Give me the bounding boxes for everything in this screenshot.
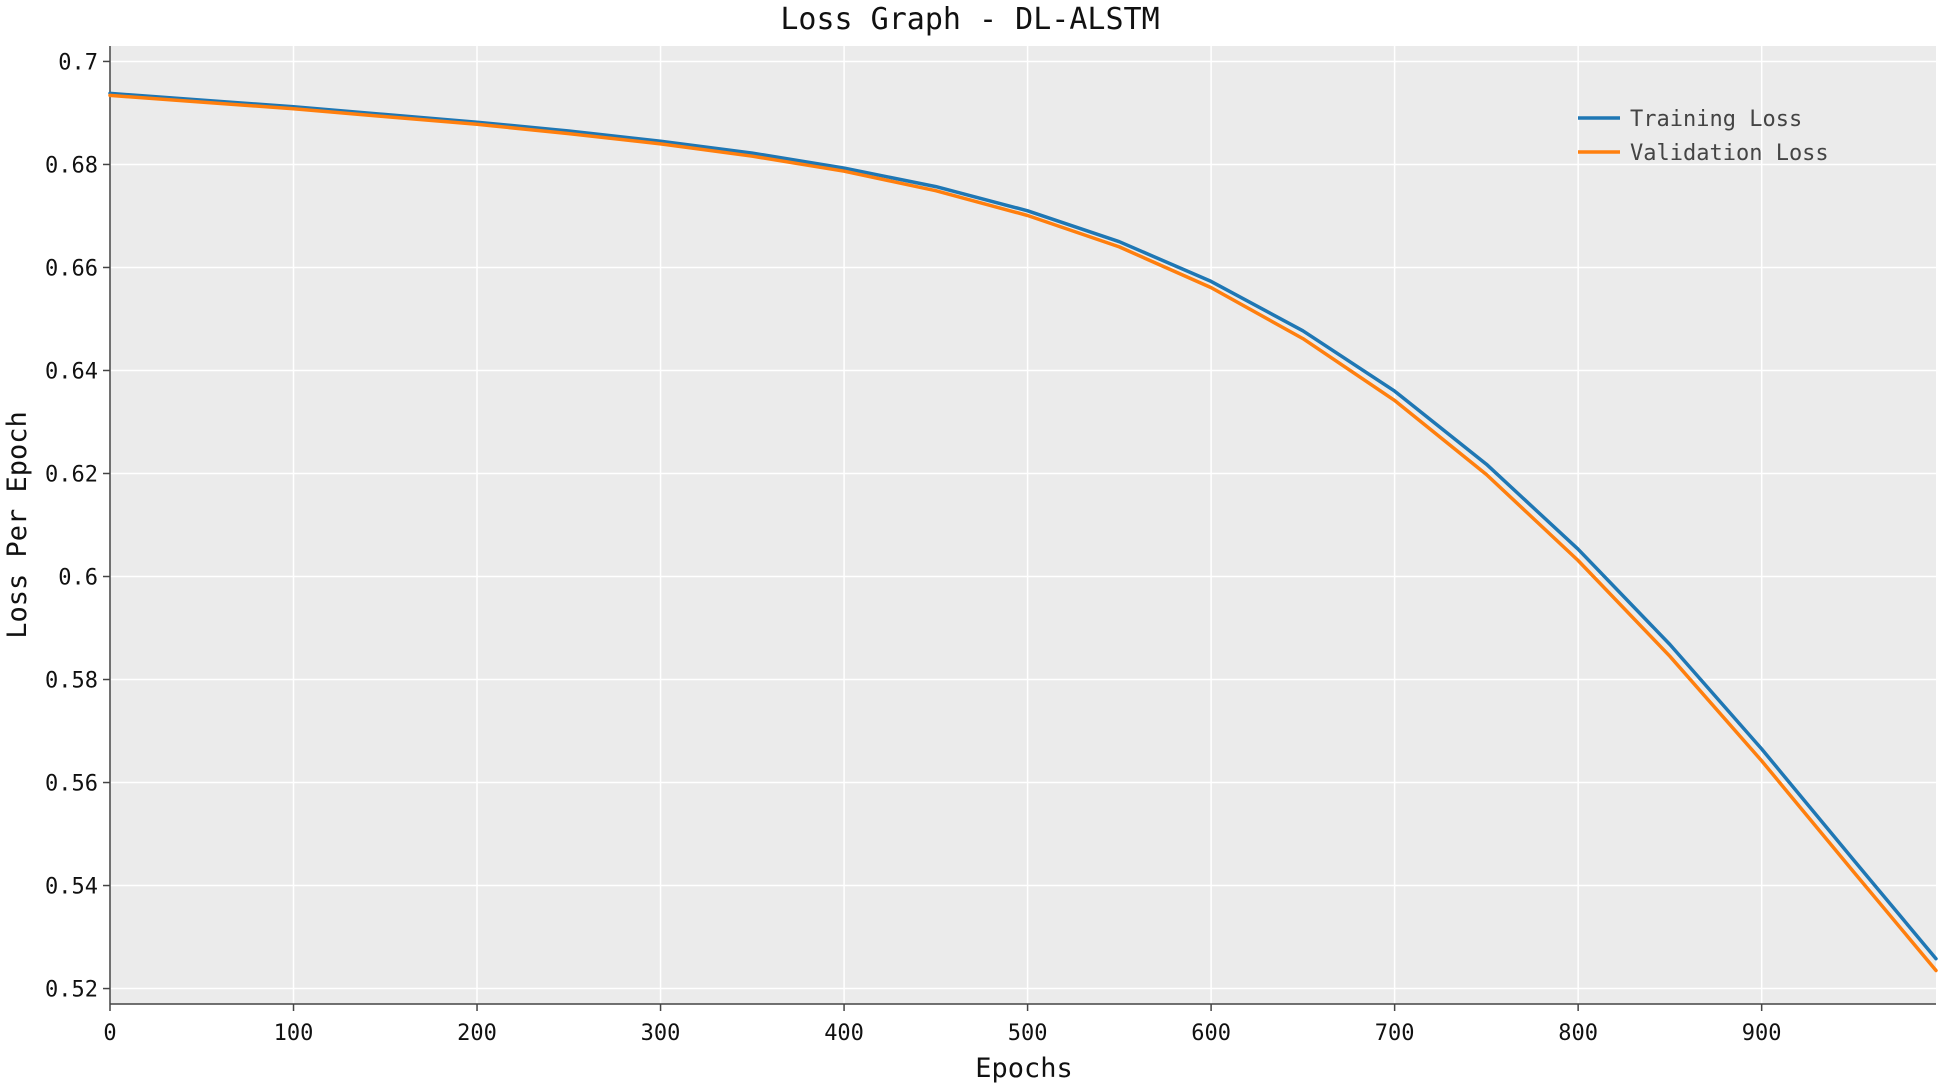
grid-lines [109,46,1936,1004]
ticks: 0 100 200 300 400 500 600 700 800 900 0.52 0.54 0.56… [45,50,1782,1046]
x-tick-label: 600 [1191,1021,1231,1046]
plot-background [110,46,1936,1004]
y-tick-label: 0.62 [45,462,98,487]
y-tick-label: 0.68 [45,153,98,178]
series-line-training-loss [108,91,1938,961]
y-tick-label: 0.52 [45,978,98,1003]
x-tick-label: 900 [1742,1021,1782,1046]
y-tick-label: 0.66 [45,256,98,281]
x-tick-label: 200 [457,1021,497,1046]
y-axis-label: Loss Per Epoch [2,411,33,639]
series-line-validation-loss [108,93,1938,973]
axes [109,46,1936,1005]
legend-label-validation-loss: Validation Loss [1630,141,1829,166]
legend-label-training-loss: Training Loss [1630,107,1802,132]
y-tick-label: 0.64 [45,359,98,384]
x-tick-label: 400 [824,1021,864,1046]
y-tick-label: 0.7 [58,50,98,75]
y-tick-label: 0.54 [45,875,98,900]
chart-title: Loss Graph - DL-ALSTM [780,2,1159,37]
legend: Training Loss Validation Loss [1578,107,1829,166]
y-tick-label: 0.6 [58,566,98,591]
x-tick-label: 300 [641,1021,681,1046]
x-tick-label: 500 [1008,1021,1048,1046]
x-axis-label: Epochs [975,1053,1073,1084]
x-tick-label: 800 [1558,1021,1598,1046]
x-tick-label: 0 [103,1021,116,1046]
x-tick-label: 100 [274,1021,314,1046]
series-lines [108,91,1938,973]
y-tick-label: 0.56 [45,772,98,797]
x-tick-label: 700 [1375,1021,1415,1046]
y-tick-label: 0.58 [45,669,98,694]
